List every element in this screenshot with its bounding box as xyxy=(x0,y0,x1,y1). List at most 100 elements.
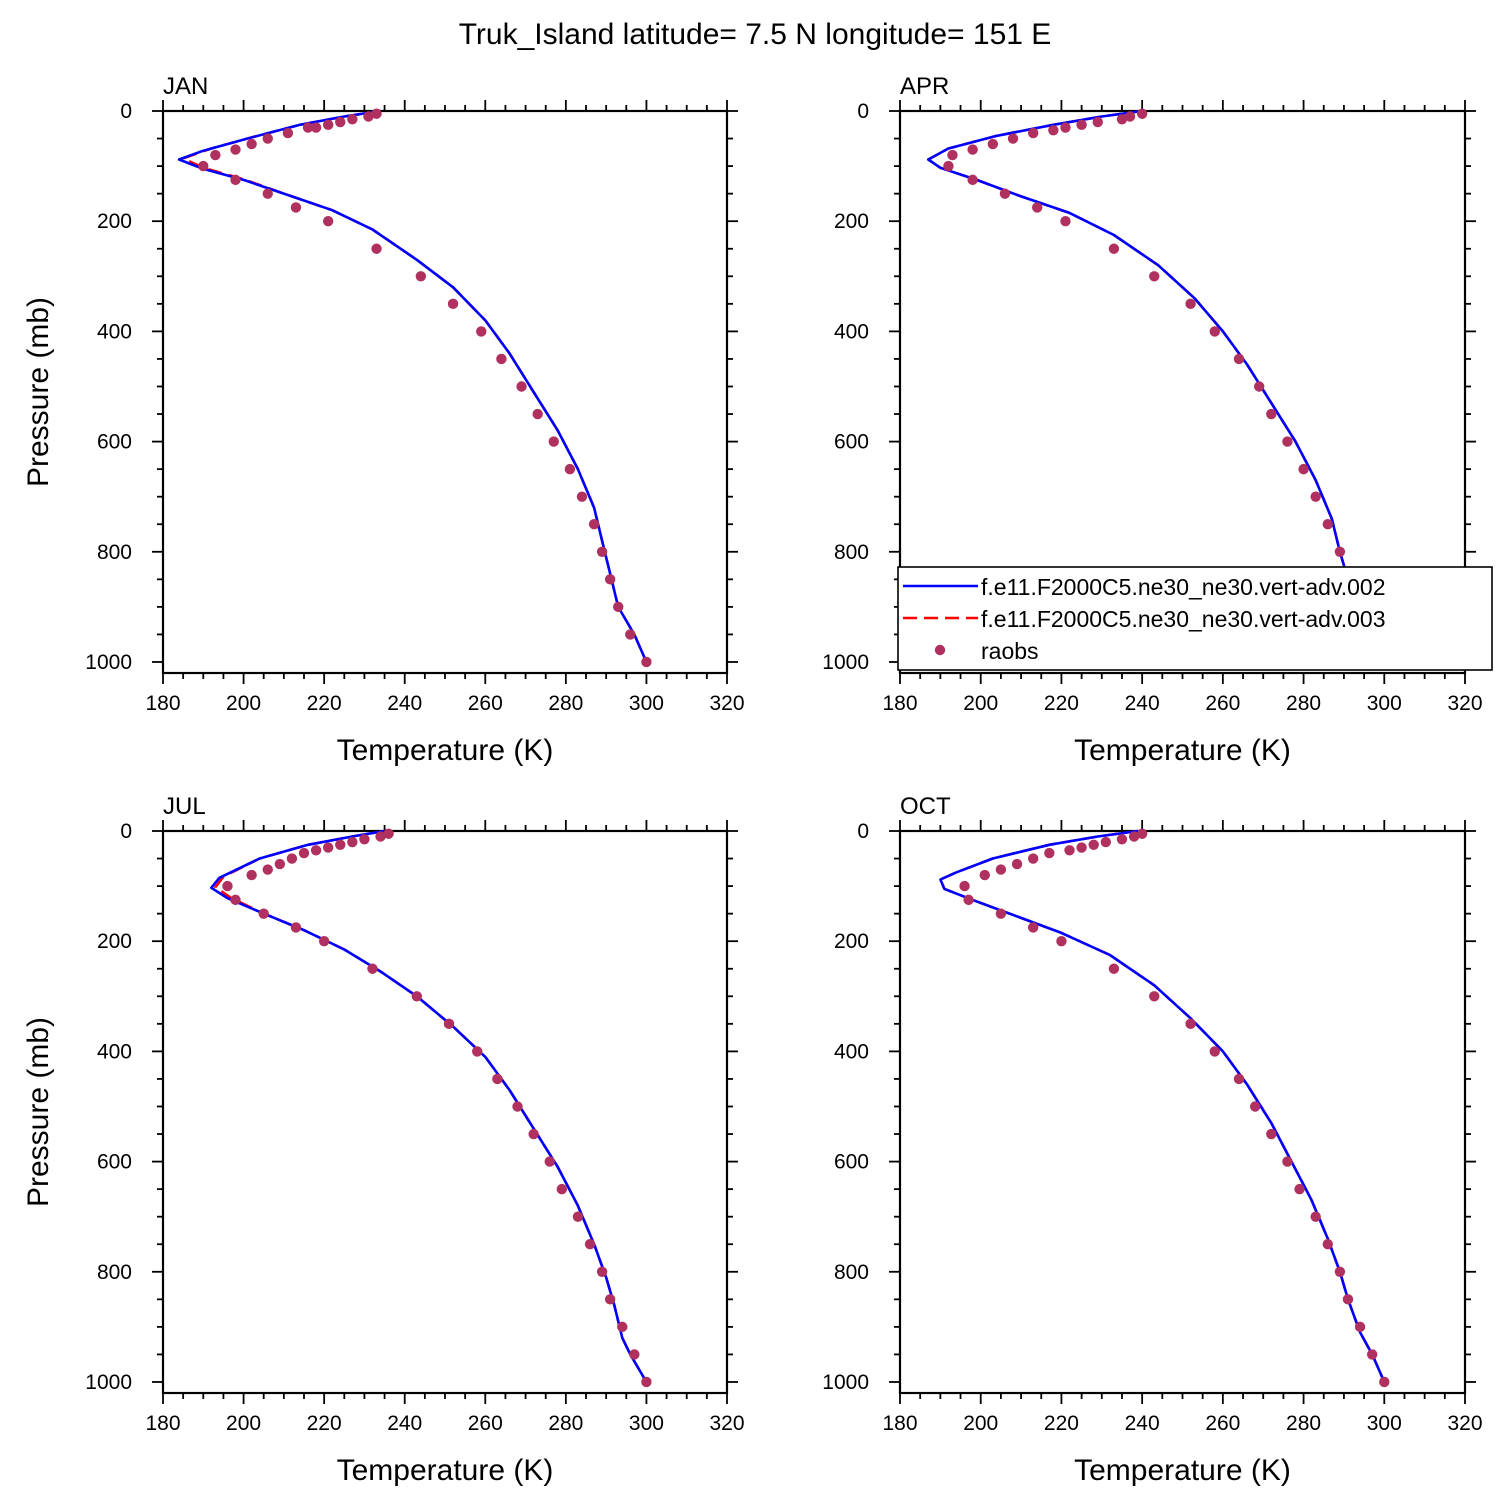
plot-area xyxy=(210,828,652,1388)
x-tick-label: 240 xyxy=(1125,1412,1160,1435)
panel-label: APR xyxy=(900,73,949,100)
raobs-point xyxy=(262,864,273,875)
x-tick-label: 240 xyxy=(387,1412,422,1435)
raobs-point xyxy=(576,491,588,502)
y-axis-label: Pressure (mb) xyxy=(22,297,55,487)
x-tick-label: 180 xyxy=(145,1412,180,1435)
raobs-point xyxy=(967,174,978,186)
raobs-point xyxy=(1064,845,1075,856)
raobs-point xyxy=(572,1211,584,1222)
raobs-point xyxy=(963,894,974,906)
x-tick-label: 180 xyxy=(882,1412,917,1435)
raobs-point xyxy=(1060,215,1071,227)
raobs-point xyxy=(1027,853,1039,864)
legend-box xyxy=(897,566,1493,671)
raobs-point xyxy=(1334,546,1346,557)
x-tick-label: 200 xyxy=(226,1412,261,1435)
y-tick-label: 200 xyxy=(834,930,869,953)
y-tick-label: 0 xyxy=(857,820,869,843)
raobs-point xyxy=(995,864,1007,875)
raobs-point xyxy=(1294,1183,1305,1195)
raobs-point xyxy=(246,869,257,881)
raobs-point xyxy=(367,963,378,974)
raobs-point xyxy=(1048,125,1059,136)
legend-entry-label: f.e11.F2000C5.ne30_ne30.vert-adv.003 xyxy=(981,606,1386,632)
x-tick-label: 220 xyxy=(307,1412,342,1435)
raobs-point xyxy=(617,1321,628,1333)
legend-entry-label: raobs xyxy=(981,638,1039,664)
raobs-point xyxy=(588,519,600,530)
raobs-point xyxy=(290,202,302,213)
raobs-point xyxy=(230,174,241,186)
raobs-point xyxy=(363,111,374,122)
raobs-point xyxy=(1354,1321,1366,1333)
raobs-point xyxy=(564,463,576,475)
raobs-point xyxy=(1136,108,1148,119)
raobs-point xyxy=(496,353,507,365)
legend-marker xyxy=(934,644,946,656)
x-tick-label: 280 xyxy=(548,1412,583,1435)
raobs-point xyxy=(492,1073,503,1085)
x-tick-label: 240 xyxy=(1125,692,1160,715)
raobs-point xyxy=(383,828,394,839)
raobs-point xyxy=(262,133,273,144)
raobs-point xyxy=(258,908,269,919)
x-axis-label: Temperature (K) xyxy=(337,734,554,767)
y-tick-label: 200 xyxy=(97,930,132,953)
raobs-point xyxy=(641,1376,652,1388)
raobs-point xyxy=(375,831,386,842)
raobs-point xyxy=(476,326,487,337)
panel-oct: 180 200 220 240 260 280 300 320 0 200 400 600 800 100… xyxy=(822,793,1482,1487)
raobs-point xyxy=(596,1266,608,1277)
x-tick-label: 320 xyxy=(1447,692,1482,715)
y-tick-label: 600 xyxy=(834,431,869,454)
raobs-point xyxy=(286,853,298,864)
raobs-point xyxy=(318,935,330,947)
panel-jan: 180 200 220 240 260 280 300 320 0 200 400 600 800 100… xyxy=(22,73,745,767)
raobs-point xyxy=(1108,243,1120,254)
raobs-point xyxy=(1366,1349,1378,1360)
raobs-point xyxy=(641,656,652,668)
raobs-point xyxy=(629,1349,640,1360)
x-tick-label: 300 xyxy=(1367,1412,1402,1435)
raobs-point xyxy=(230,144,241,155)
raobs-point xyxy=(512,1101,523,1112)
series-line-003 xyxy=(214,829,648,1383)
raobs-point xyxy=(1076,119,1087,130)
raobs-point xyxy=(516,381,527,392)
raobs-point xyxy=(302,122,314,133)
raobs-point xyxy=(347,836,358,848)
raobs-point xyxy=(298,847,310,859)
raobs-point xyxy=(230,894,241,906)
x-tick-label: 260 xyxy=(468,692,503,715)
raobs-point xyxy=(1233,1073,1245,1085)
raobs-point xyxy=(1322,1239,1333,1250)
raobs-point xyxy=(1253,381,1265,392)
raobs-point xyxy=(1088,839,1099,850)
x-tick-label: 320 xyxy=(709,692,744,715)
x-tick-label: 280 xyxy=(548,692,583,715)
raobs-point xyxy=(411,991,422,1002)
y-tick-label: 600 xyxy=(97,1151,132,1174)
y-tick-label: 800 xyxy=(97,1261,132,1284)
y-tick-label: 0 xyxy=(120,100,132,123)
raobs-point xyxy=(528,1128,539,1140)
x-tick-label: 180 xyxy=(145,692,180,715)
raobs-point xyxy=(443,1018,455,1030)
raobs-point xyxy=(222,880,233,892)
raobs-point xyxy=(1342,1294,1354,1305)
x-tick-label: 260 xyxy=(1205,1412,1240,1435)
raobs-point xyxy=(1334,1266,1346,1277)
raobs-point xyxy=(1209,326,1220,337)
y-tick-label: 800 xyxy=(834,1261,869,1284)
raobs-point xyxy=(1076,842,1087,853)
raobs-point xyxy=(596,546,608,557)
raobs-point xyxy=(246,138,257,150)
raobs-point xyxy=(1149,991,1160,1002)
raobs-point xyxy=(310,122,322,133)
x-tick-label: 300 xyxy=(1367,692,1402,715)
x-tick-label: 200 xyxy=(963,1412,998,1435)
raobs-point xyxy=(967,144,978,155)
raobs-point xyxy=(1298,463,1309,475)
